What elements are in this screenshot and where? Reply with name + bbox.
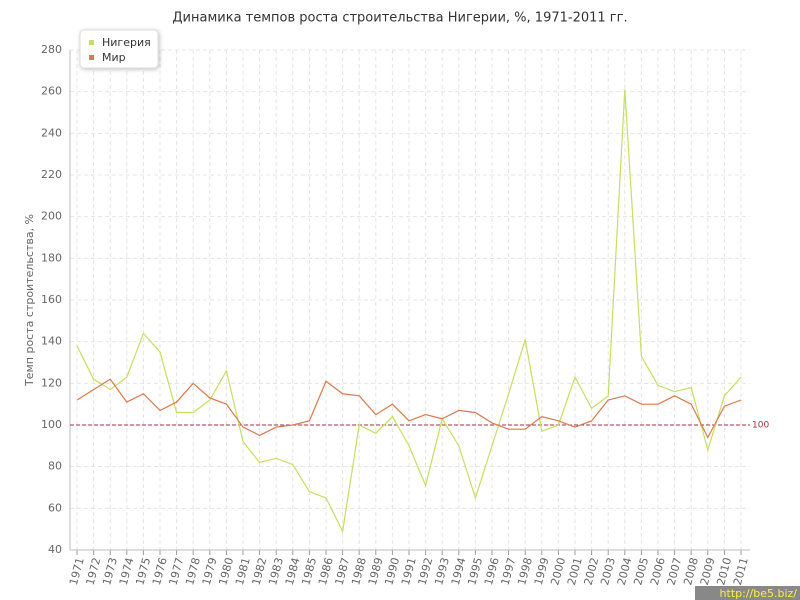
y-tick-label: 260 — [41, 85, 62, 98]
y-tick-label: 240 — [41, 126, 62, 139]
y-tick-label: 80 — [48, 460, 62, 473]
y-tick-label: 120 — [41, 376, 62, 389]
y-tick-label: 200 — [41, 210, 62, 223]
y-tick-label: 60 — [48, 501, 62, 514]
y-tick-label: 220 — [41, 168, 62, 181]
legend-swatch — [89, 55, 94, 60]
y-tick-label: 140 — [41, 335, 62, 348]
legend-label: Мир — [102, 51, 126, 64]
y-tick-label: 280 — [41, 43, 62, 56]
y-tick-label: 40 — [48, 543, 62, 556]
y-axis-label: Темп роста строительства, % — [23, 214, 36, 387]
y-tick-label: 100 — [41, 418, 62, 431]
legend-label: Нигерия — [102, 36, 151, 49]
watermark-bg — [695, 586, 800, 600]
legend: Нигерия Мир — [79, 29, 159, 69]
x-tick-label: 2011 — [731, 556, 751, 586]
legend-swatch — [89, 40, 94, 45]
watermark: http://be5.biz/ — [720, 587, 798, 600]
chart-title: Динамика темпов роста строительства Ниге… — [172, 11, 627, 26]
reference-label: 100 — [752, 421, 769, 431]
y-tick-label: 180 — [41, 251, 62, 264]
legend-box — [79, 29, 159, 69]
series-line — [76, 89, 742, 534]
y-tick-label: 160 — [41, 293, 62, 306]
series-line — [76, 378, 742, 439]
